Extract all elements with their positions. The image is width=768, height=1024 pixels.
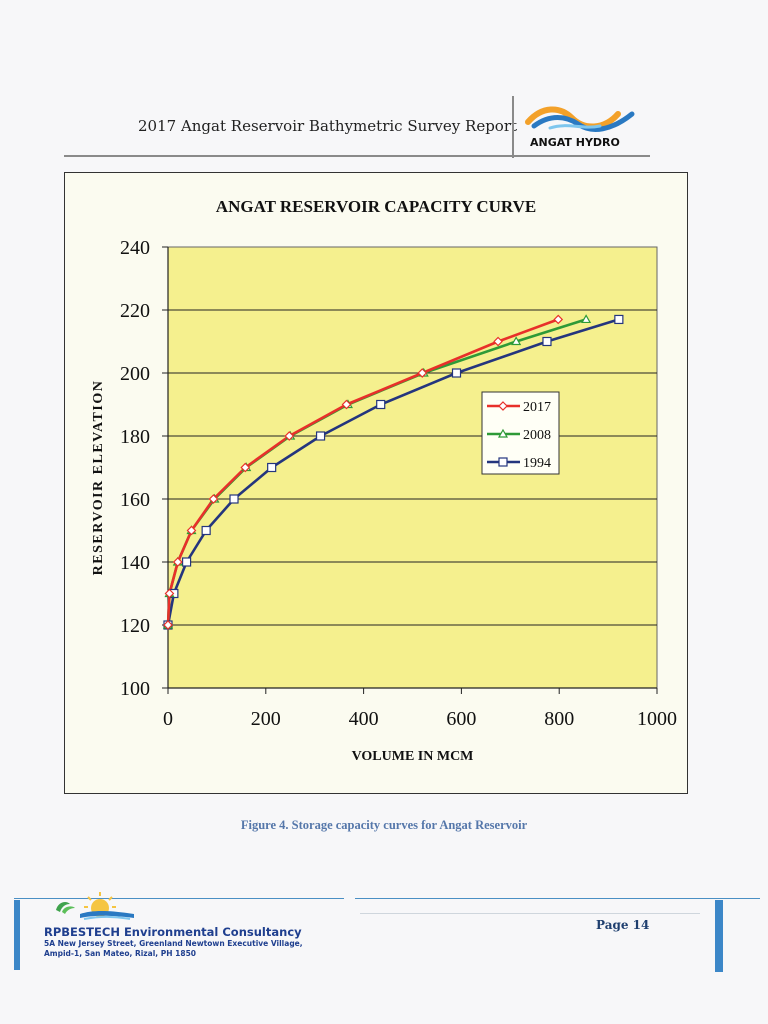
data-point-2017 bbox=[163, 620, 173, 630]
legend-marker-2008 bbox=[497, 428, 509, 438]
company-address: 5A New Jersey Street, Greenland Newtown … bbox=[44, 939, 374, 959]
angat-hydro-logo-icon bbox=[525, 106, 635, 132]
data-point-2017 bbox=[240, 462, 251, 473]
y-axis-label: RESERVOIR ELEVATION bbox=[91, 380, 106, 576]
x-tick-label: 800 bbox=[544, 708, 574, 730]
legend-label-2017: 2017 bbox=[523, 400, 551, 415]
header-divider bbox=[512, 96, 514, 158]
data-point-1994 bbox=[181, 557, 192, 567]
y-tick-label: 200 bbox=[120, 363, 150, 385]
legend-marker-2017 bbox=[498, 401, 508, 411]
x-tick-label: 200 bbox=[251, 708, 281, 730]
legend-label-1994: 1994 bbox=[523, 456, 551, 471]
logo-underline bbox=[514, 155, 650, 157]
data-point-2017 bbox=[208, 494, 219, 504]
data-point-2017 bbox=[284, 431, 295, 441]
y-tick-label: 220 bbox=[120, 300, 150, 322]
data-point-2017 bbox=[172, 557, 183, 567]
data-point-2017 bbox=[493, 336, 503, 347]
data-point-1994 bbox=[451, 368, 462, 378]
x-axis-label: VOLUME IN MCM bbox=[352, 749, 474, 764]
chart-title: ANGAT RESERVOIR CAPACITY CURVE bbox=[215, 197, 537, 216]
data-point-1994 bbox=[614, 314, 624, 325]
y-tick-label: 140 bbox=[120, 552, 150, 574]
capacity-chart: 100 120 140 160 180 200 220 240 0 200 400 600 800 100… bbox=[91, 237, 677, 764]
footer-thin-rule bbox=[360, 913, 700, 914]
x-tick-label: 0 bbox=[163, 708, 173, 730]
address-line-1: 5A New Jersey Street, Greenland Newtown … bbox=[44, 939, 303, 948]
footer-rule-left bbox=[14, 898, 344, 899]
legend-marker-1994 bbox=[498, 457, 508, 467]
y-tick-label: 240 bbox=[120, 237, 150, 259]
footer-rule-right bbox=[355, 898, 760, 899]
x-tick-label: 1000 bbox=[637, 708, 677, 730]
footer-accent-right bbox=[715, 900, 723, 972]
data-point-1994 bbox=[201, 525, 211, 536]
chart-frame: ANGAT RESERVOIR CAPACITY CURVE 100 120 140… bbox=[64, 172, 688, 794]
data-point-2017 bbox=[553, 314, 564, 325]
data-point-2008 bbox=[581, 314, 592, 324]
data-point-2017 bbox=[186, 525, 197, 536]
header-rule bbox=[64, 155, 514, 157]
company-name: RPBESTECH Environmental Consultancy bbox=[44, 925, 302, 939]
legend-label-2008: 2008 bbox=[523, 428, 551, 443]
logo-text: ANGAT HYDRO bbox=[530, 136, 620, 149]
report-title: 2017 Angat Reservoir Bathymetric Survey … bbox=[138, 117, 518, 135]
y-tick-label: 120 bbox=[120, 615, 150, 637]
data-point-2008 bbox=[511, 336, 522, 346]
data-point-1994 bbox=[315, 431, 326, 441]
data-point-2017 bbox=[164, 588, 175, 599]
data-point-1994 bbox=[267, 462, 277, 473]
data-point-1994 bbox=[542, 336, 552, 347]
page-number: Page 14 bbox=[596, 918, 650, 932]
figure-caption: Figure 4. Storage capacity curves for An… bbox=[240, 818, 528, 832]
data-point-1994 bbox=[376, 399, 386, 410]
data-point-2017 bbox=[341, 399, 352, 410]
data-point-2017 bbox=[417, 368, 428, 378]
x-tick-label: 400 bbox=[349, 708, 379, 730]
data-point-1994 bbox=[229, 494, 239, 504]
address-line-2: Ampid-1, San Mateo, Rizal, PH 1850 bbox=[44, 949, 197, 958]
footer-accent-left bbox=[14, 900, 20, 970]
x-tick-label: 600 bbox=[446, 708, 476, 730]
y-tick-label: 100 bbox=[120, 678, 150, 700]
y-tick-label: 160 bbox=[120, 489, 150, 511]
y-tick-label: 180 bbox=[120, 426, 150, 448]
rpbestech-logo-icon bbox=[56, 892, 134, 920]
